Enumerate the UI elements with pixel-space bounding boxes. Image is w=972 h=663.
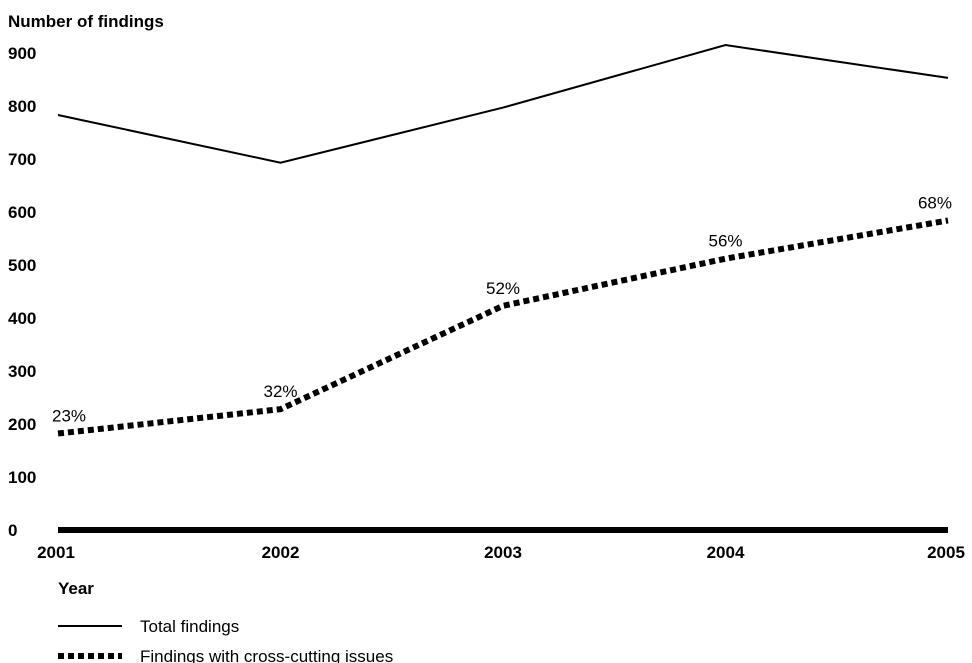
y-tick-label: 400 [8, 309, 36, 328]
x-tick-label: 2003 [484, 543, 522, 562]
cross-cutting-findings-line [57, 217, 949, 437]
data-label: 52% [486, 279, 520, 298]
y-tick-label: 500 [8, 256, 36, 275]
series-lines [57, 44, 949, 437]
x-tick-label: 2005 [927, 543, 965, 562]
x-tick-label: 2004 [707, 543, 745, 562]
y-tick-label: 200 [8, 415, 36, 434]
y-tick-label: 600 [8, 203, 36, 222]
data-label: 23% [52, 407, 86, 426]
y-tick-label: 300 [8, 362, 36, 381]
legend: Total findings Findings with cross-cuttin… [58, 617, 393, 663]
y-tick-label: 900 [8, 44, 36, 63]
x-axis-label: Year [58, 579, 94, 598]
legend-entry: Total findings [140, 617, 239, 636]
x-tick-labels: 2001 2002 2003 2004 2005 [37, 543, 965, 562]
y-tick-label: 800 [8, 97, 36, 116]
y-tick-label: 700 [8, 150, 36, 169]
data-label: 56% [708, 232, 742, 251]
x-tick-label: 2001 [37, 543, 75, 562]
y-tick-labels: 0 100 200 300 400 500 600 700 800 900 [8, 44, 36, 540]
data-label: 68% [918, 193, 952, 212]
y-tick-label: 100 [8, 468, 36, 487]
y-axis-label: Number of findings [8, 12, 164, 31]
data-label: 32% [263, 382, 297, 401]
total-findings-line [57, 44, 949, 164]
legend-entry: Findings with cross-cutting issues [140, 647, 393, 663]
x-tick-label: 2002 [262, 543, 300, 562]
y-tick-label: 0 [8, 521, 17, 540]
data-labels: 23% 32% 52% 56% 68% [52, 193, 952, 425]
